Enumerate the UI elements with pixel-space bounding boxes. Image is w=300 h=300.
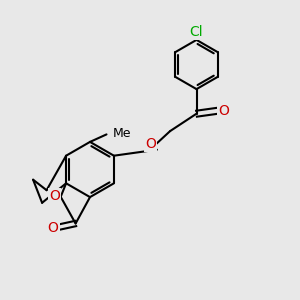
- Text: O: O: [49, 189, 60, 203]
- Text: O: O: [48, 221, 58, 235]
- Text: O: O: [218, 104, 229, 118]
- Text: O: O: [146, 137, 156, 151]
- Text: Me: Me: [112, 127, 131, 140]
- Text: Cl: Cl: [190, 25, 203, 39]
